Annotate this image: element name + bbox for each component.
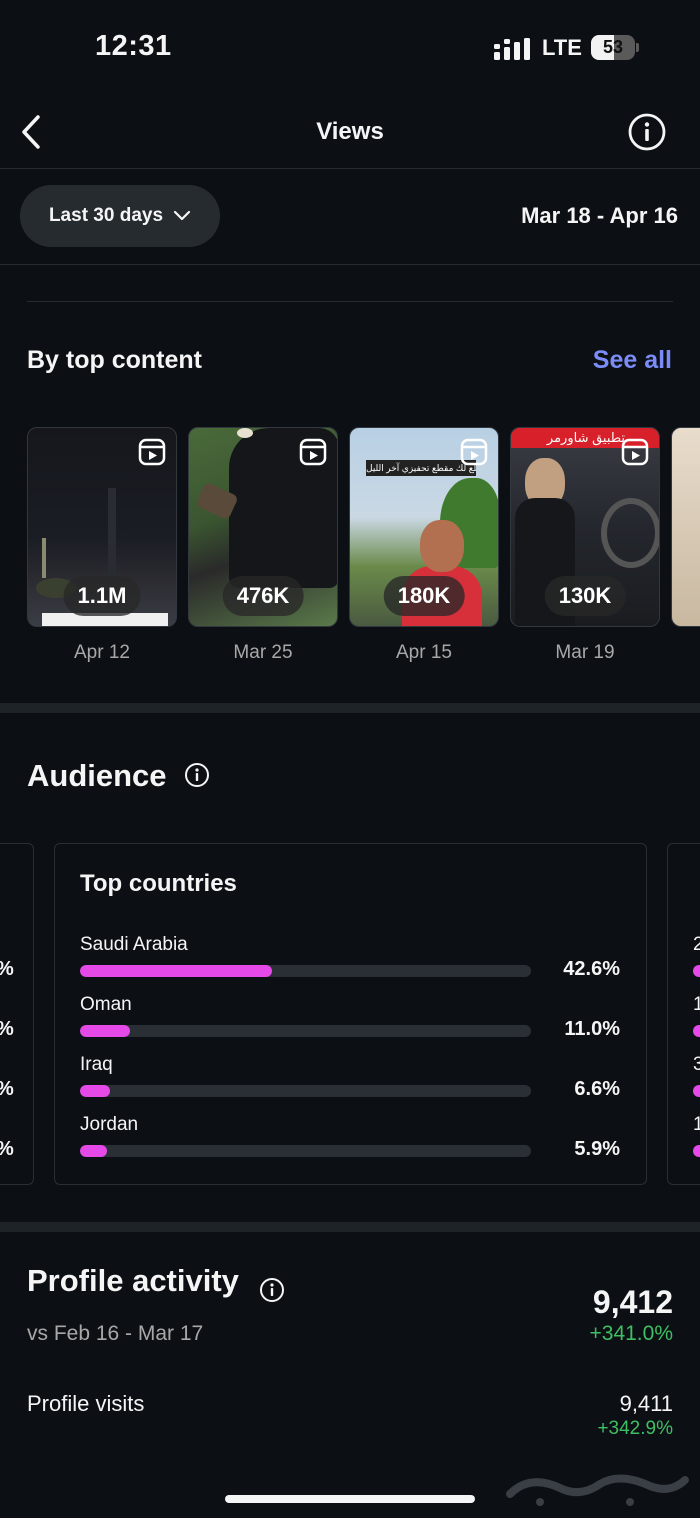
country-bar: [80, 1085, 531, 1097]
audience-title: Audience: [27, 758, 167, 793]
content-thumbnail[interactable]: تطبيق شاورمر 130K: [510, 427, 660, 627]
side-percent-fragment: %: [0, 958, 14, 981]
country-bar: [80, 1145, 531, 1157]
watermark-logo: [506, 1474, 689, 1506]
top-countries-card: [54, 843, 647, 1185]
country-bar: [80, 965, 531, 977]
side-percent-fragment: %: [0, 1078, 14, 1101]
chevron-down-icon: [173, 210, 191, 221]
network-type: LTE: [542, 35, 582, 60]
reel-icon: [138, 438, 166, 466]
divider: [0, 168, 700, 169]
info-icon[interactable]: [184, 762, 210, 788]
home-indicator[interactable]: [225, 1495, 475, 1503]
country-percent: 42.6%: [563, 958, 620, 980]
country-name: Saudi Arabia: [80, 934, 188, 955]
views-count: 476K: [222, 576, 304, 616]
section-divider: [0, 1222, 700, 1232]
reel-icon: [299, 438, 327, 466]
country-percent: 6.6%: [574, 1078, 620, 1100]
profile-activity-change: +341.0%: [589, 1322, 674, 1345]
side-digit: 2: [693, 934, 700, 955]
side-percent-fragment: %: [0, 1018, 14, 1041]
reel-icon: [460, 438, 488, 466]
profile-activity-title: Profile activity: [27, 1263, 239, 1298]
country-percent: 5.9%: [574, 1138, 620, 1160]
reel-icon: [621, 438, 649, 466]
status-time: 12:31: [95, 30, 172, 62]
country-name: Oman: [80, 994, 132, 1015]
country-name: Iraq: [80, 1054, 113, 1075]
date-range: Mar 18 - Apr 16: [521, 203, 678, 228]
country-name: Jordan: [80, 1114, 139, 1135]
side-percent-fragment: %: [0, 1138, 14, 1161]
battery-level: 53: [602, 37, 624, 57]
content-date: Mar 25: [233, 642, 293, 663]
battery-icon: 53: [591, 35, 639, 60]
see-all-link[interactable]: See all: [592, 346, 672, 374]
page-title: Views: [316, 118, 384, 145]
side-bar: [693, 1025, 700, 1037]
content-thumbnail[interactable]: 1.1M: [27, 427, 177, 627]
country-bar: [80, 1025, 531, 1037]
side-digit: 1: [693, 994, 700, 1015]
signal-icon: [494, 38, 530, 60]
content-thumbnail[interactable]: 476K: [188, 427, 338, 627]
comparison-period: vs Feb 16 - Mar 17: [27, 1322, 204, 1345]
video-caption: طلع لك مقطع تحفيزي آخر الليل: [366, 460, 476, 476]
profile-activity-total: 9,412: [592, 1284, 673, 1320]
views-count: 180K: [383, 576, 465, 616]
profile-visits-change: +342.9%: [597, 1418, 673, 1439]
content-date: Apr 12: [74, 642, 130, 663]
audience-card-partial: [0, 843, 34, 1185]
info-icon[interactable]: [259, 1277, 285, 1303]
content-date: Apr 15: [396, 642, 452, 663]
views-count: 1.1M: [63, 576, 141, 616]
period-dropdown[interactable]: Last 30 days: [20, 185, 220, 247]
side-digit: 3: [693, 1054, 700, 1075]
content-thumbnail[interactable]: [671, 427, 700, 627]
card-title: Top countries: [80, 870, 237, 897]
audience-card-partial: [667, 843, 700, 1185]
content-date: Mar 19: [555, 642, 615, 663]
info-icon[interactable]: [627, 112, 667, 152]
period-label: Last 30 days: [48, 205, 164, 226]
content-thumbnail[interactable]: طلع لك مقطع تحفيزي آخر الليل 180K: [349, 427, 499, 627]
top-content-title: By top content: [27, 346, 202, 374]
divider: [27, 301, 673, 302]
back-chevron-icon[interactable]: [16, 112, 50, 152]
side-bar: [693, 1085, 700, 1097]
country-percent: 11.0%: [564, 1018, 620, 1040]
divider: [0, 264, 700, 265]
video-caption: تطبيق شاورمر: [511, 428, 659, 448]
views-count: 130K: [544, 576, 626, 616]
side-bar: [693, 965, 700, 977]
side-digit: 1: [693, 1114, 700, 1135]
profile-visits-value: 9,411: [619, 1391, 673, 1416]
profile-visits-label: Profile visits: [27, 1391, 145, 1416]
section-divider: [0, 703, 700, 713]
side-bar: [693, 1145, 700, 1157]
